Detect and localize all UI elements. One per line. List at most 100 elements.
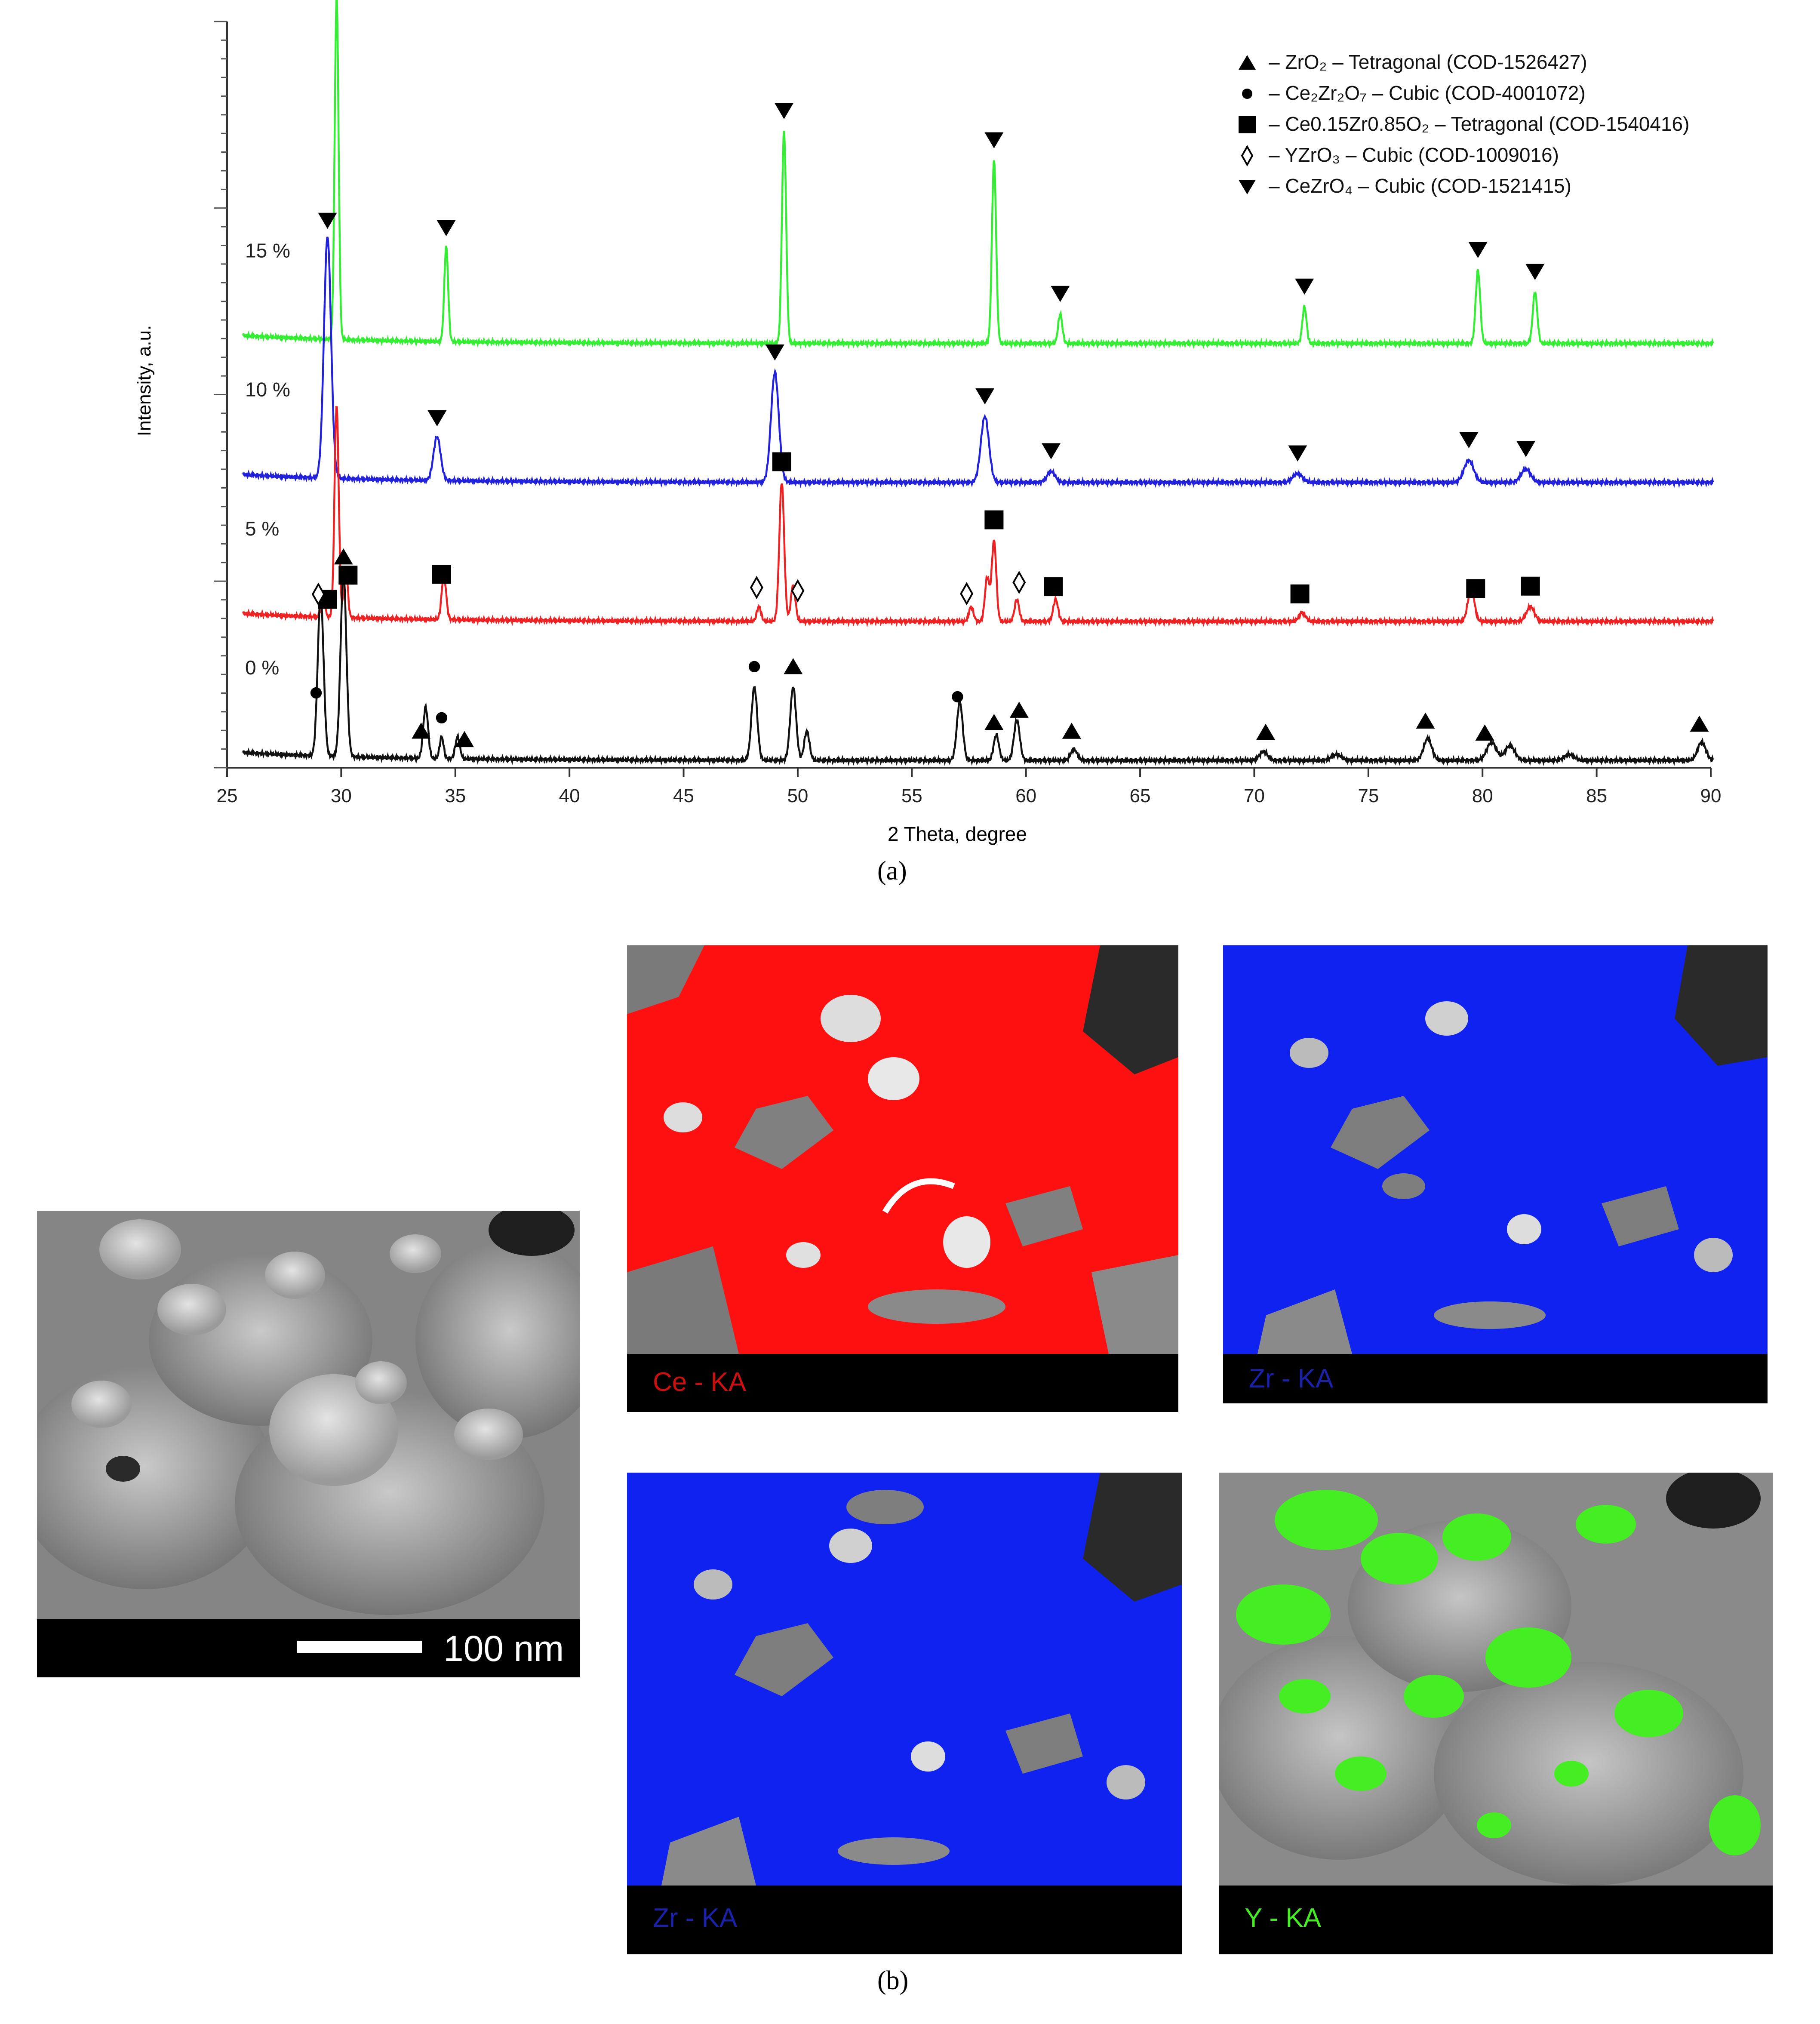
series-line (242, 573, 1714, 766)
triangle-down-marker (1042, 443, 1061, 459)
triangle-up-marker (1690, 715, 1709, 732)
xrd-chart: 25 30 35 40 45 50 55 60 65 70 75 80 85 90 15 % 10 % 5 %… (134, 0, 1722, 845)
legend-entry: – ZrO₂ – Tetragonal (COD-1526427) (1269, 51, 1587, 73)
triangle-down-marker (1239, 180, 1256, 194)
triangle-down-marker (765, 344, 784, 361)
scale-text: 100 nm (443, 1628, 564, 1669)
triangle-down-marker (775, 103, 794, 119)
phase-markers (310, 103, 1709, 747)
series-label: 15 % (245, 239, 290, 261)
x-tick-label: 45 (673, 785, 694, 806)
eds-map-y-bar: Y - KA (1219, 1886, 1773, 1954)
triangle-up-marker (1416, 712, 1435, 729)
sem-texture (37, 1211, 580, 1619)
triangle-down-marker (975, 388, 995, 405)
eds-map-zr-top-label: Zr - KA (1249, 1364, 1334, 1393)
triangle-down-marker (437, 220, 456, 237)
x-axis-label: 2 Theta, degree (888, 823, 1027, 845)
square-marker (1290, 584, 1310, 603)
diamond-marker (1241, 145, 1254, 167)
eds-map-ce-image (627, 945, 1178, 1354)
square-marker (984, 510, 1004, 529)
square-marker (338, 566, 358, 585)
triangle-up-marker (984, 714, 1004, 730)
x-tick-label: 55 (901, 785, 922, 806)
y-axis-label: Intensity, a.u. (134, 325, 155, 436)
x-tick-label: 70 (1244, 785, 1265, 806)
series-line (242, 237, 1714, 489)
x-tick-label: 65 (1130, 785, 1151, 806)
eds-map-zr-top: Zr - KA (1223, 945, 1768, 1403)
eds-map-ce-bar: Ce - KA (627, 1354, 1178, 1412)
legend-entry: – CeZrO₄ – Cubic (COD-1521415) (1269, 175, 1571, 197)
square-marker (432, 565, 451, 584)
circle-marker (748, 661, 760, 673)
square-marker (772, 452, 791, 471)
series-label: 10 % (245, 378, 290, 401)
x-tick-label: 85 (1586, 785, 1607, 806)
series-line (242, 406, 1714, 628)
x-tick-label: 50 (787, 785, 808, 806)
triangle-down-marker (427, 410, 447, 427)
series-layer: 15 % 10 % 5 % 0 % (242, 0, 1714, 766)
x-tick-label: 35 (445, 785, 466, 806)
eds-map-zr-bottom-label: Zr - KA (653, 1903, 738, 1933)
triangle-down-marker (984, 132, 1004, 148)
triangle-up-marker (334, 548, 353, 565)
x-tick-label: 90 (1700, 785, 1722, 806)
x-tick-label: 40 (559, 785, 580, 806)
triangle-up-marker (1256, 723, 1275, 740)
sem-image: 100 nm (37, 1211, 580, 1677)
triangle-down-marker (1051, 286, 1070, 302)
circle-marker (952, 691, 963, 703)
x-tick-label: 80 (1472, 785, 1493, 806)
triangle-down-marker (1525, 264, 1545, 280)
x-tick-label: 30 (331, 785, 352, 806)
triangle-down-marker (1288, 445, 1307, 462)
eds-map-ce: Ce - KA (627, 945, 1178, 1412)
eds-map-zr-top-bar: Zr - KA (1223, 1354, 1768, 1403)
triangle-down-marker (1295, 278, 1314, 295)
series-label: 5 % (245, 517, 279, 540)
eds-map-y-label: Y - KA (1245, 1903, 1322, 1933)
triangle-up-marker (1009, 701, 1029, 718)
triangle-down-marker (1459, 432, 1479, 449)
diamond-marker (311, 582, 325, 606)
triangle-down-marker (1516, 441, 1536, 457)
eds-map-zr-bottom: Zr - KA (627, 1473, 1182, 1954)
x-tick-label: 60 (1015, 785, 1036, 806)
triangle-up-marker (455, 731, 474, 747)
square-marker (1466, 579, 1485, 598)
triangle-up-marker (1475, 724, 1494, 741)
square-marker (1521, 576, 1540, 596)
diamond-marker (960, 582, 974, 606)
legend-entry: – Ce₂Zr₂O₇ – Cubic (COD-4001072) (1269, 82, 1586, 104)
diamond-marker (750, 575, 763, 600)
triangle-up-marker (1062, 723, 1081, 739)
panel-label-b: (b) (877, 1966, 909, 1995)
legend: – ZrO₂ – Tetragonal (COD-1526427) – Ce₂Zr… (1239, 51, 1689, 197)
square-marker (1044, 577, 1063, 597)
eds-map-y-image (1219, 1473, 1773, 1886)
series-label: 0 % (245, 656, 279, 679)
triangle-down-marker (318, 212, 337, 229)
eds-map-zr-bottom-bar: Zr - KA (627, 1886, 1182, 1954)
triangle-down-marker (1468, 242, 1488, 258)
triangle-up-marker (412, 723, 431, 739)
sem-scale-bar: 100 nm (37, 1619, 580, 1677)
x-tick-label: 25 (217, 785, 238, 806)
eds-map-zr-top-image (1223, 945, 1768, 1354)
eds-map-ce-label: Ce - KA (653, 1367, 747, 1397)
diamond-marker (791, 579, 805, 603)
triangle-up-marker (1239, 55, 1256, 70)
legend-entry: – YZrO₃ – Cubic (COD-1009016) (1269, 144, 1559, 166)
scale-line (297, 1641, 422, 1653)
chart-axes: 25 30 35 40 45 50 55 60 65 70 75 80 85 90 (214, 21, 1722, 806)
circle-marker (436, 712, 448, 724)
eds-map-y: Y - KA (1219, 1473, 1773, 1954)
circle-marker (1242, 89, 1252, 99)
square-marker (1239, 116, 1256, 133)
x-tick-label: 75 (1358, 785, 1379, 806)
diamond-marker (1012, 571, 1026, 594)
circle-marker (310, 687, 322, 699)
